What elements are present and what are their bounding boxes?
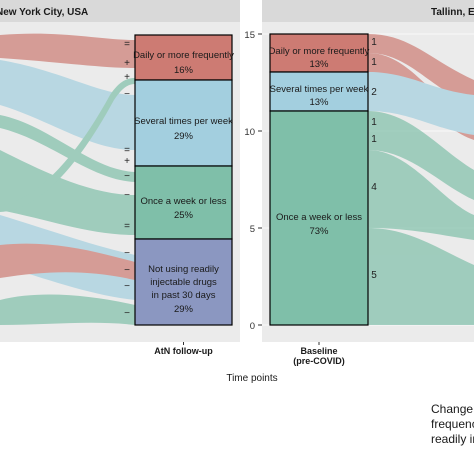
stratum-tallinn-once-pct: 73% bbox=[309, 226, 329, 237]
flow-count-label: 1 bbox=[371, 134, 377, 145]
caption-line: readily in bbox=[431, 432, 474, 446]
caption-line: frequenc bbox=[431, 417, 474, 431]
stratum-tallinn-daily-pct: 13% bbox=[309, 59, 329, 70]
flow-count-label: 5 bbox=[371, 270, 377, 281]
sign-label: + bbox=[124, 72, 130, 83]
stratum-nyc-once-label: Once a week or less bbox=[140, 196, 226, 207]
y-tick-label: 0 bbox=[250, 321, 255, 332]
strip-tallinn bbox=[262, 0, 474, 22]
tallinn-strata: Daily or more frequently 13% Several tim… bbox=[269, 33, 370, 326]
stratum-tallinn-once-label: Once a week or less bbox=[276, 212, 362, 223]
flow-nyc-several-1 bbox=[0, 60, 135, 150]
y-tick-label: 10 bbox=[244, 127, 255, 138]
stratum-nyc-once-pct: 25% bbox=[174, 210, 194, 221]
flow-tallinn-once-3 bbox=[368, 228, 474, 325]
strip-tallinn-label: Tallinn, Es bbox=[431, 7, 474, 18]
tallinn-axis-category-line2: (pre-COVID) bbox=[293, 356, 345, 366]
sign-label: + bbox=[124, 156, 130, 167]
sign-label: − bbox=[124, 89, 130, 100]
stratum-tallinn-several bbox=[269, 71, 369, 112]
flow-nyc-daily-1 bbox=[0, 33, 135, 68]
stratum-nyc-notusing-line3: in past 30 days bbox=[152, 290, 216, 301]
flow-count-label: 1 bbox=[371, 117, 377, 128]
stratum-nyc-notusing-line2: injectable drugs bbox=[150, 277, 217, 288]
stratum-nyc-once bbox=[134, 165, 233, 240]
flow-count-label: 1 bbox=[371, 57, 377, 68]
sign-label: − bbox=[124, 190, 130, 201]
y-tick-label: 5 bbox=[250, 224, 255, 235]
flow-nyc-cross-1 bbox=[0, 78, 135, 212]
stratum-tallinn-several-label: Several times per week bbox=[270, 84, 369, 95]
stratum-nyc-daily-pct: 16% bbox=[174, 65, 194, 76]
strip-nyc bbox=[0, 0, 240, 22]
caption: Change frequenc readily in bbox=[431, 402, 474, 446]
tallinn-flow-labels: 1 1 2 1 1 4 5 bbox=[371, 37, 377, 281]
flow-tallinn-once-1 bbox=[368, 111, 474, 200]
sign-label: − bbox=[124, 248, 130, 259]
tallinn-flows bbox=[368, 34, 474, 325]
stratum-nyc-notusing-line1: Not using readily bbox=[148, 264, 219, 275]
stratum-nyc-notusing-pct: 29% bbox=[174, 304, 194, 315]
stratum-nyc-daily bbox=[134, 34, 233, 81]
stratum-tallinn-once bbox=[269, 110, 369, 326]
stratum-nyc-several-label: Several times per week bbox=[134, 116, 233, 127]
flow-nyc-once-2 bbox=[0, 294, 135, 325]
sign-label: − bbox=[124, 265, 130, 276]
flow-tallinn-daily-1 bbox=[368, 34, 474, 105]
sign-label: = bbox=[124, 39, 130, 50]
flow-nyc-cross-2 bbox=[0, 115, 135, 182]
sign-label: = bbox=[124, 145, 130, 156]
flow-count-label: 2 bbox=[371, 87, 377, 98]
nyc-axis-category: AtN follow-up bbox=[154, 346, 213, 356]
strip-nyc-label: New York City, USA bbox=[0, 7, 88, 18]
sign-label: + bbox=[124, 58, 130, 69]
flow-tallinn-once-2 bbox=[368, 150, 474, 240]
sign-label: = bbox=[124, 221, 130, 232]
nyc-strata: Daily or more frequently 16% Several tim… bbox=[133, 34, 234, 326]
x-axis-title: Time points bbox=[226, 373, 277, 384]
stratum-nyc-several bbox=[134, 79, 233, 167]
stratum-nyc-several-pct: 29% bbox=[174, 131, 194, 142]
sign-label: − bbox=[124, 281, 130, 292]
sign-label: − bbox=[124, 308, 130, 319]
caption-line: Change bbox=[431, 402, 473, 416]
nyc-signs: = + + − = + − − = − − − − bbox=[124, 39, 130, 319]
tallinn-y-axis: 0 5 10 15 bbox=[244, 30, 262, 332]
nyc-flows bbox=[0, 33, 135, 325]
flow-count-label: 4 bbox=[371, 182, 377, 193]
stratum-tallinn-daily bbox=[269, 33, 369, 73]
flow-count-label: 1 bbox=[371, 37, 377, 48]
stratum-tallinn-daily-label: Daily or more frequently bbox=[269, 46, 370, 57]
y-tick-label: 15 bbox=[244, 30, 255, 41]
stratum-nyc-daily-label: Daily or more frequently bbox=[133, 50, 234, 61]
flow-tallinn-several bbox=[368, 72, 474, 135]
stratum-tallinn-several-pct: 13% bbox=[309, 97, 329, 108]
stratum-nyc-notusing bbox=[134, 238, 233, 326]
flow-nyc-once-1 bbox=[0, 150, 135, 235]
flow-nyc-daily-2 bbox=[0, 243, 135, 280]
sign-label: − bbox=[124, 171, 130, 182]
tallinn-axis-category-line1: Baseline bbox=[300, 346, 337, 356]
